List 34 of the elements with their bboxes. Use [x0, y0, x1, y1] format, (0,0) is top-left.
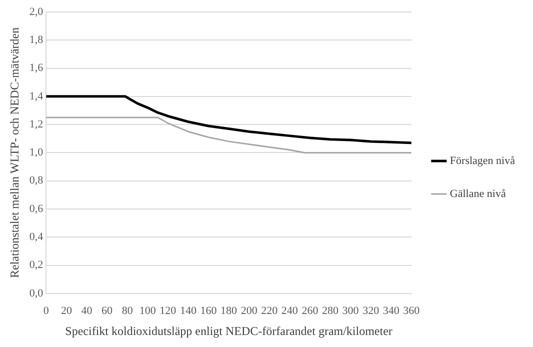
y-tick-label: 0,8 [29, 174, 44, 187]
x-tick-label: 140 [180, 304, 197, 317]
x-tick-label: 280 [322, 304, 340, 317]
x-tick-label: 320 [362, 304, 380, 317]
x-tick-label: 260 [302, 304, 319, 317]
y-tick-label: 0,6 [29, 202, 44, 215]
x-tick-label: 300 [342, 304, 360, 317]
x-tick-label: 40 [81, 304, 93, 317]
y-tick-label: 0,0 [29, 287, 44, 300]
y-axis-title: Relationstalet mellan WLTP- och NEDC-mätvärden [7, 27, 22, 278]
x-tick-label: 220 [261, 304, 278, 317]
y-tick-label: 0,2 [29, 259, 44, 272]
x-tick-label: 0 [43, 304, 50, 317]
x-tick-label: 340 [382, 304, 400, 317]
x-tick-label: 180 [220, 304, 238, 317]
y-tick-label: 1,8 [29, 34, 44, 46]
legend-label: Förslagen nivå [450, 154, 516, 167]
x-tick-label: 100 [139, 304, 156, 317]
y-tick-label: 1,6 [29, 62, 44, 74]
x-tick-label: 200 [240, 304, 258, 317]
y-tick-label: 0,4 [29, 231, 44, 244]
x-tick-label: 160 [200, 304, 218, 317]
legend-label: Gällane nivå [450, 188, 506, 200]
x-tick-label: 80 [122, 304, 134, 317]
x-tick-label: 60 [102, 304, 114, 317]
x-tick-label: 20 [60, 304, 72, 317]
y-tick-label: 1,4 [29, 90, 44, 102]
y-tick-label: 1,2 [29, 118, 44, 130]
x-axis-title: Specifikt koldioxidutsläpp enligt NEDC-förfarandet gram/kilometer [65, 324, 392, 338]
x-tick-label: 240 [281, 304, 298, 317]
y-tick-label: 1,0 [29, 146, 44, 159]
y-tick-label: 2,0 [29, 6, 44, 18]
x-tick-label: 360 [403, 304, 420, 317]
x-tick-label: 120 [160, 304, 177, 317]
